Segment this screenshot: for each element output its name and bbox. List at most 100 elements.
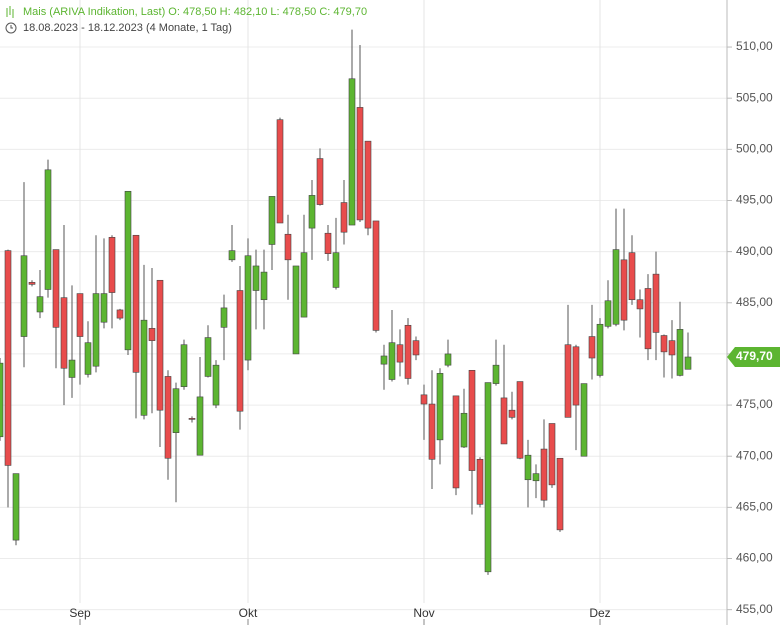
candle-body xyxy=(36,296,44,313)
candle-body xyxy=(100,293,108,323)
candle-body xyxy=(444,353,452,366)
candle-body xyxy=(244,255,252,361)
candle-body xyxy=(0,362,4,438)
candle-body xyxy=(300,252,308,318)
candle-body xyxy=(12,473,20,541)
chart-subtitle: 18.08.2023 - 18.12.2023 (4 Monate, 1 Tag… xyxy=(23,22,232,34)
candle-body xyxy=(556,457,564,531)
candle-body xyxy=(564,344,572,418)
y-tick-label: 460,00 xyxy=(736,551,773,565)
candle-body xyxy=(308,195,316,229)
candle-body xyxy=(652,273,660,333)
candle-body xyxy=(228,250,236,261)
candle-body xyxy=(324,232,332,254)
candle-body xyxy=(284,233,292,261)
candle-body xyxy=(172,388,180,433)
candle-body xyxy=(156,279,164,411)
candle-body xyxy=(396,344,404,363)
y-tick-label: 475,00 xyxy=(736,397,773,411)
y-tick-label: 510,00 xyxy=(736,39,773,53)
candle-body xyxy=(20,255,28,337)
candle-body xyxy=(268,196,276,245)
candle-body xyxy=(292,265,300,355)
candle-body xyxy=(148,328,156,341)
candle-body xyxy=(540,448,548,501)
y-tick-label: 455,00 xyxy=(736,602,773,616)
candle-body xyxy=(84,342,92,375)
candle-body xyxy=(604,300,612,327)
candle-body xyxy=(252,265,260,291)
candle-body xyxy=(140,319,148,416)
chart-title: Mais (ARIVA Indikation, Last) O: 478,50 … xyxy=(23,6,367,18)
candle-body xyxy=(644,288,652,350)
candle-body xyxy=(380,355,388,365)
candle-body xyxy=(124,190,132,351)
clock-hand xyxy=(10,25,13,29)
candle-body xyxy=(196,396,204,456)
candle-body xyxy=(260,271,268,301)
candle-body xyxy=(476,458,484,505)
candle-body xyxy=(420,394,428,405)
candle-body xyxy=(468,369,476,471)
candle-body xyxy=(364,140,372,229)
candle-body xyxy=(524,454,532,481)
candle-body xyxy=(684,356,692,370)
y-tick-label: 485,00 xyxy=(736,295,773,309)
candle-body xyxy=(116,309,124,319)
candle-body xyxy=(60,297,68,369)
x-tick-label: Dez xyxy=(589,606,610,620)
candle-body xyxy=(332,252,340,288)
candle-body xyxy=(388,342,396,380)
candle-body xyxy=(628,252,636,301)
candle-body xyxy=(588,336,596,359)
candle-body xyxy=(596,323,604,376)
candle-body xyxy=(340,202,348,233)
candle-body xyxy=(428,403,436,460)
x-tick-label: Okt xyxy=(239,606,258,620)
candle-body xyxy=(372,220,380,331)
candle-body xyxy=(548,423,556,486)
candle-body xyxy=(580,383,588,457)
x-tick-label: Nov xyxy=(413,606,434,620)
candle-body xyxy=(660,335,668,353)
candle-body xyxy=(52,249,60,328)
candle-body xyxy=(28,282,36,285)
candle-body xyxy=(276,119,284,224)
candle-body xyxy=(492,364,500,384)
candle-body xyxy=(452,395,460,489)
candle-body xyxy=(132,234,140,373)
y-tick-label: 470,00 xyxy=(736,448,773,462)
candle-body xyxy=(188,418,196,420)
candle-body xyxy=(204,337,212,377)
candle-body xyxy=(4,250,12,466)
header-icon xyxy=(6,6,14,18)
candle-body xyxy=(436,373,444,441)
candle-body xyxy=(412,340,420,356)
y-tick-label: 505,00 xyxy=(736,90,773,104)
candle-body xyxy=(676,329,684,376)
x-tick-label: Sep xyxy=(69,606,91,620)
last-price-label: 479,70 xyxy=(736,349,773,363)
candle-body xyxy=(404,324,412,379)
candle-body xyxy=(348,78,356,226)
candle-body xyxy=(76,293,84,337)
candle-body xyxy=(532,473,540,482)
candle-body xyxy=(460,412,468,448)
y-tick-label: 465,00 xyxy=(736,500,773,514)
candle-body xyxy=(236,290,244,412)
candle-body xyxy=(164,376,172,459)
candle-body xyxy=(108,237,116,293)
candle-body xyxy=(636,299,644,310)
candle-body xyxy=(212,364,220,406)
candle-body xyxy=(316,158,324,205)
candle-body xyxy=(92,293,100,367)
candle-body xyxy=(620,259,628,321)
candle-body xyxy=(484,382,492,573)
y-tick-label: 500,00 xyxy=(736,142,773,156)
candle-body xyxy=(180,344,188,387)
overlay: 479,70 xyxy=(727,346,780,367)
y-tick-label: 490,00 xyxy=(736,244,773,258)
candle-body xyxy=(500,397,508,445)
